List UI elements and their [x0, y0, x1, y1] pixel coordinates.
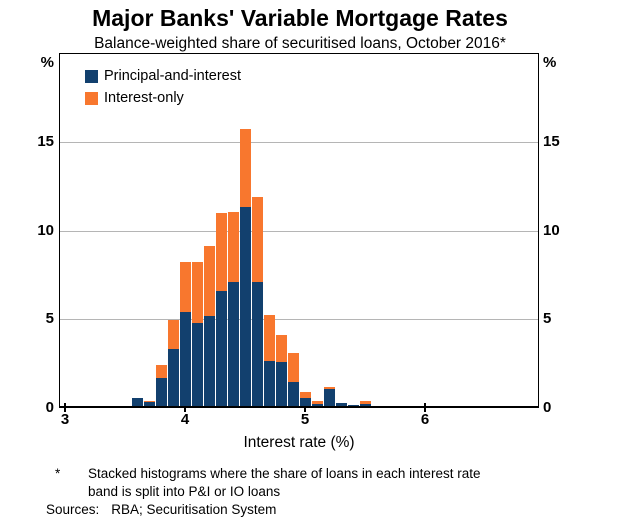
- y-tick-label-left-5: 5: [45, 310, 54, 328]
- x-axis-tick-6: [424, 403, 426, 412]
- x-tick-label-4: 4: [180, 411, 190, 428]
- bar-4.6-principal-and-interest: [251, 281, 263, 408]
- bar-4.6-interest-only: [251, 196, 263, 282]
- x-tick-label-5: 5: [300, 411, 310, 428]
- bar-3.6-principal-and-interest: [131, 398, 143, 408]
- footnote-line-1: Stacked histograms where the share of lo…: [88, 466, 481, 481]
- bar-4.1-interest-only: [191, 262, 203, 323]
- bar-5.3-principal-and-interest: [335, 402, 347, 408]
- bar-4.7-principal-and-interest: [263, 360, 275, 408]
- y-axis-unit-right: %: [543, 54, 557, 71]
- bar-4.5-interest-only: [239, 129, 251, 208]
- footnote-marker: *: [55, 466, 61, 481]
- legend-item-interest-only: Interest-only: [85, 87, 241, 109]
- y-tick-label-left-10: 10: [37, 221, 54, 239]
- plot-area: Principal-and-interest Interest-only: [59, 53, 539, 412]
- chart-subtitle: Balance-weighted share of securitised lo…: [94, 35, 506, 52]
- bar-4.8-principal-and-interest: [275, 361, 287, 408]
- bar-4.3-principal-and-interest: [215, 290, 227, 408]
- y-axis-unit-left: %: [40, 54, 54, 71]
- sources-label: Sources:: [46, 502, 100, 517]
- bar-4.2-interest-only: [203, 246, 215, 316]
- sources-note: Sources: RBA; Securitisation System: [46, 502, 276, 517]
- bar-4.1-principal-and-interest: [191, 322, 203, 408]
- bar-3.9-interest-only: [167, 320, 179, 350]
- bar-5.1-interest-only: [311, 400, 323, 404]
- legend-swatch-principal-and-interest: [85, 69, 98, 83]
- bar-5.5-principal-and-interest: [359, 403, 371, 408]
- bar-5.4-principal-and-interest: [347, 405, 359, 408]
- y-tick-label-right-10: 10: [543, 221, 560, 239]
- gridline-10: [59, 230, 539, 232]
- bar-4.4-principal-and-interest: [227, 281, 239, 408]
- y-tick-label-left-15: 15: [37, 132, 54, 150]
- bar-5.0-principal-and-interest: [299, 398, 311, 408]
- bar-4.4-interest-only: [227, 211, 239, 282]
- x-tick-label-3: 3: [60, 411, 70, 428]
- x-axis-title: Interest rate (%): [243, 434, 355, 451]
- bar-4.7-interest-only: [263, 314, 275, 361]
- gridline-15: [59, 141, 539, 143]
- bar-5.2-principal-and-interest: [323, 389, 335, 408]
- legend-label-principal-and-interest: Principal-and-interest: [104, 68, 242, 84]
- y-tick-label-right-5: 5: [543, 310, 552, 328]
- bar-5.0-interest-only: [299, 392, 311, 399]
- bar-4.2-principal-and-interest: [203, 315, 215, 408]
- bar-3.7-interest-only: [143, 400, 155, 402]
- legend-label-interest-only: Interest-only: [104, 90, 184, 106]
- bar-4.0-interest-only: [179, 262, 191, 313]
- bar-3.8-interest-only: [155, 364, 167, 378]
- bar-3.9-principal-and-interest: [167, 349, 179, 408]
- chart-title: Major Banks' Variable Mortgage Rates: [92, 5, 508, 31]
- bar-3.8-principal-and-interest: [155, 377, 167, 408]
- sources-value: RBA; Securitisation System: [111, 502, 277, 517]
- legend-item-principal-and-interest: Principal-and-interest: [85, 65, 241, 87]
- y-tick-label-right-15: 15: [543, 132, 560, 150]
- y-tick-label-left-0: 0: [45, 399, 54, 416]
- bar-5.2-interest-only: [323, 386, 335, 390]
- legend: Principal-and-interest Interest-only: [85, 65, 241, 109]
- bar-5.6-interest-only: [371, 406, 383, 408]
- x-tick-label-6: 6: [420, 411, 430, 428]
- footnote-line-2: band is split into P&I or IO loans: [88, 484, 281, 499]
- bar-4.0-principal-and-interest: [179, 312, 191, 408]
- bar-5.5-interest-only: [359, 400, 371, 404]
- y-tick-label-right-0: 0: [543, 399, 552, 416]
- gridline-5: [59, 319, 539, 321]
- legend-swatch-interest-only: [85, 91, 98, 105]
- bar-4.8-interest-only: [275, 335, 287, 362]
- bar-4.3-interest-only: [215, 212, 227, 291]
- bar-4.5-principal-and-interest: [239, 207, 251, 408]
- bar-5.1-principal-and-interest: [311, 403, 323, 408]
- x-axis-tick-3: [64, 403, 66, 412]
- bar-4.9-principal-and-interest: [287, 382, 299, 408]
- bar-4.9-interest-only: [287, 352, 299, 383]
- bar-3.7-principal-and-interest: [143, 401, 155, 408]
